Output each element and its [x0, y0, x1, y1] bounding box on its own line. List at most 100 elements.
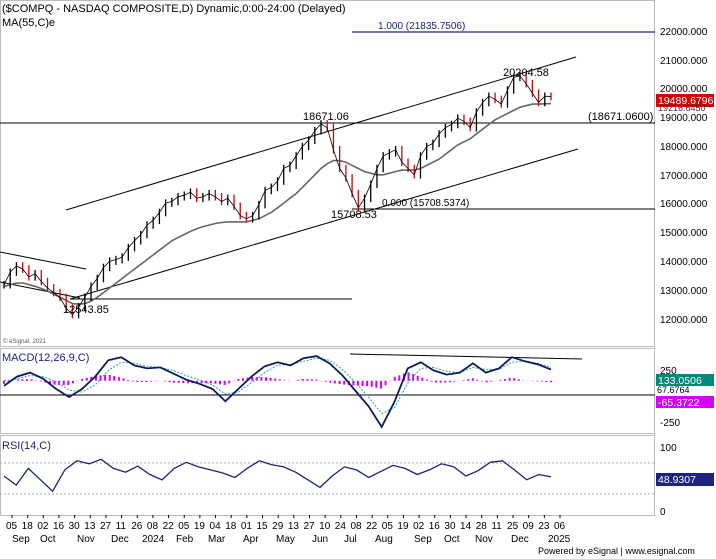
x-tick-label: 30 — [69, 521, 81, 532]
y-tick: 22000.000 — [660, 27, 708, 38]
rsi-value: 48.9307 — [658, 474, 696, 486]
high-label: 20204.58 — [503, 67, 549, 79]
x-tick-label: 26 — [131, 521, 143, 532]
x-tick-label: 18 — [225, 521, 237, 532]
x-period-label: Feb — [176, 534, 194, 545]
rsi-y-tick: 0 — [660, 507, 666, 518]
rsi-line — [3, 458, 552, 493]
x-tick-label: 22 — [163, 521, 175, 532]
down-channel-upper — [0, 251, 87, 270]
x-tick-label: 11 — [116, 521, 127, 532]
y-tick: 12000.000 — [660, 315, 708, 326]
x-tick-label: 22 — [366, 521, 378, 532]
x-tick-label: 05 — [382, 521, 394, 532]
x-tick-label: 19 — [397, 521, 409, 532]
macd-signal-value: 67.6764 — [657, 385, 690, 395]
x-tick-label: 23 — [538, 521, 550, 532]
y-tick: 16000.000 — [660, 199, 708, 210]
ma-indicator-label: MA(55,C)e — [2, 17, 55, 29]
channel-lower-line — [69, 148, 579, 300]
aug-low-label: 15708.53 — [331, 209, 377, 221]
x-tick-label: 08 — [147, 521, 159, 532]
x-tick-label: 01 — [241, 521, 253, 532]
price-y-axis: 22000.000 21000.000 20000.000 19000.000 … — [660, 27, 708, 326]
x-period-label: Aug — [375, 534, 393, 545]
rsi-value-badge — [656, 473, 714, 486]
x-tick-label: 30 — [444, 521, 456, 532]
x-tick-label: 19 — [194, 521, 206, 532]
x-period-label: Apr — [243, 534, 259, 545]
macd-title: MACD(12,26,9,C) — [2, 352, 89, 364]
x-tick-label: 25 — [507, 521, 519, 532]
ma-55-series — [3, 102, 552, 306]
rsi-series — [3, 458, 552, 493]
x-period-label: Jun — [312, 534, 328, 545]
footer-credit: Powered by eSignal | www.esignal.com — [538, 546, 695, 556]
fib-bottom-label: 0.000 (15708.5374) — [382, 198, 469, 209]
last-price-badge — [656, 94, 714, 107]
x-period-label: Nov — [77, 534, 95, 545]
x-tick-label: 02 — [413, 521, 425, 532]
watermark: © eSignal, 2021 — [3, 338, 46, 345]
y-tick: 21000.000 — [660, 56, 708, 67]
x-tick-label: 15 — [257, 521, 269, 532]
x-tick-label: 09 — [523, 521, 535, 532]
x-period-label: Oct — [444, 534, 460, 545]
macd-y-tick: 250 — [660, 366, 677, 377]
x-tick-label: 29 — [272, 521, 284, 532]
x-tick-label: 05 — [6, 521, 18, 532]
jul-high-label: 18671.06 — [303, 111, 349, 123]
x-period-label: Oct — [40, 534, 56, 545]
ma-line — [3, 102, 552, 306]
price-series — [3, 72, 552, 319]
macd-trend-line — [349, 353, 583, 360]
x-tick-label: 04 — [210, 521, 222, 532]
last-price-value: 19489.6796 — [658, 95, 714, 107]
x-tick-label: 06 — [554, 521, 566, 532]
x-tick-label: 27 — [100, 521, 112, 532]
rsi-panel-frame — [0, 435, 655, 516]
x-tick-label: 11 — [491, 521, 502, 532]
x-tick-label: 10 — [319, 521, 331, 532]
x-axis: 05 18 02 16 30 13 27 11 26 08 22 05 19 04 18 01 15 29 13 27… — [6, 515, 571, 545]
x-period-label: 2024 — [142, 534, 165, 545]
oct-low-label: 12543.85 — [63, 304, 109, 316]
macd-hist-value: -65.3722 — [658, 397, 700, 409]
macd-value: 133.0506 — [658, 375, 702, 387]
price-panel-frame — [0, 0, 655, 347]
chart-title: ($COMPQ - NASDAQ COMPOSITE,D) Dynamic,0:… — [2, 3, 346, 15]
y-tick: 13000.000 — [660, 286, 708, 297]
resistance-label: (18671.0600) — [588, 111, 653, 123]
x-tick-label: 02 — [37, 521, 49, 532]
x-tick-label: 16 — [429, 521, 441, 532]
x-period-label: Jul — [344, 534, 357, 545]
macd-line — [3, 355, 552, 429]
x-period-label: Dec — [511, 534, 529, 545]
x-tick-label: 08 — [350, 521, 362, 532]
fib-top-label: 1.000 (21835.7506) — [378, 21, 465, 32]
x-period-label: 2025 — [548, 534, 571, 545]
macd-lines — [3, 355, 552, 429]
x-tick-label: 28 — [476, 521, 488, 532]
x-tick-label: 16 — [53, 521, 65, 532]
rsi-y-tick: 100 — [660, 443, 677, 454]
macd-hist-badge — [656, 396, 714, 408]
x-tick-label: 27 — [303, 521, 315, 532]
x-tick-label: 05 — [178, 521, 190, 532]
x-period-label: Sep — [414, 534, 432, 545]
y-tick: 20000.000 — [660, 84, 708, 95]
y-tick: 19000.000 — [660, 113, 708, 124]
x-tick-label: 13 — [288, 521, 300, 532]
x-tick-label: 14 — [460, 521, 472, 532]
price-line — [3, 75, 552, 316]
x-period-label: Sep — [12, 534, 30, 545]
x-tick-label: 24 — [335, 521, 347, 532]
y-tick: 15000.000 — [660, 228, 708, 239]
rsi-title: RSI(14,C) — [2, 440, 51, 452]
y-tick: 17000.000 — [660, 171, 708, 182]
y-tick: 14000.000 — [660, 257, 708, 268]
x-period-label: Mar — [208, 534, 226, 545]
x-period-label: May — [276, 534, 295, 545]
macd-y-tick: -250 — [660, 418, 680, 429]
